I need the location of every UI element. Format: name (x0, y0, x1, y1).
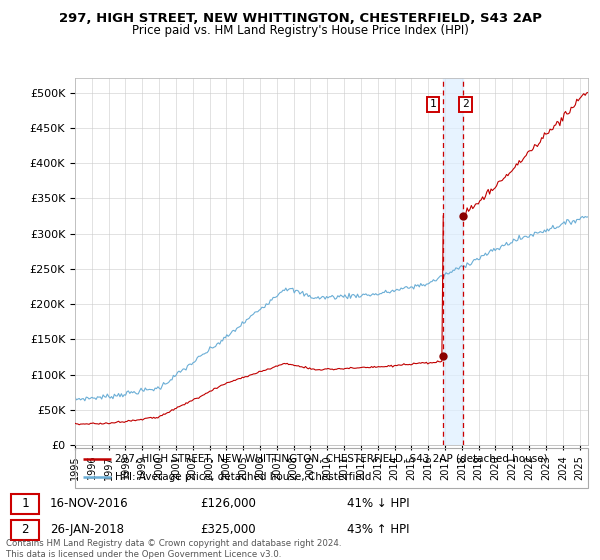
Text: 2: 2 (462, 100, 469, 110)
Text: Price paid vs. HM Land Registry's House Price Index (HPI): Price paid vs. HM Land Registry's House … (131, 24, 469, 36)
Text: 1: 1 (430, 100, 436, 110)
Text: 16-NOV-2016: 16-NOV-2016 (50, 497, 129, 510)
Text: 41% ↓ HPI: 41% ↓ HPI (347, 497, 410, 510)
Text: HPI: Average price, detached house, Chesterfield: HPI: Average price, detached house, Ches… (115, 473, 371, 482)
Bar (443, 78, 463, 445)
Text: 2: 2 (21, 523, 29, 536)
Text: 297, HIGH STREET, NEW WHITTINGTON, CHESTERFIELD, S43 2AP: 297, HIGH STREET, NEW WHITTINGTON, CHEST… (59, 12, 541, 25)
Text: 43% ↑ HPI: 43% ↑ HPI (347, 523, 410, 536)
Text: Contains HM Land Registry data © Crown copyright and database right 2024.
This d: Contains HM Land Registry data © Crown c… (6, 539, 341, 559)
FancyBboxPatch shape (11, 494, 39, 514)
FancyBboxPatch shape (11, 520, 39, 540)
Text: 297, HIGH STREET, NEW WHITTINGTON, CHESTERFIELD, S43 2AP (detached house): 297, HIGH STREET, NEW WHITTINGTON, CHEST… (115, 454, 548, 464)
Text: £126,000: £126,000 (200, 497, 256, 510)
Text: 26-JAN-2018: 26-JAN-2018 (50, 523, 124, 536)
Text: 1: 1 (21, 497, 29, 510)
Text: £325,000: £325,000 (200, 523, 256, 536)
